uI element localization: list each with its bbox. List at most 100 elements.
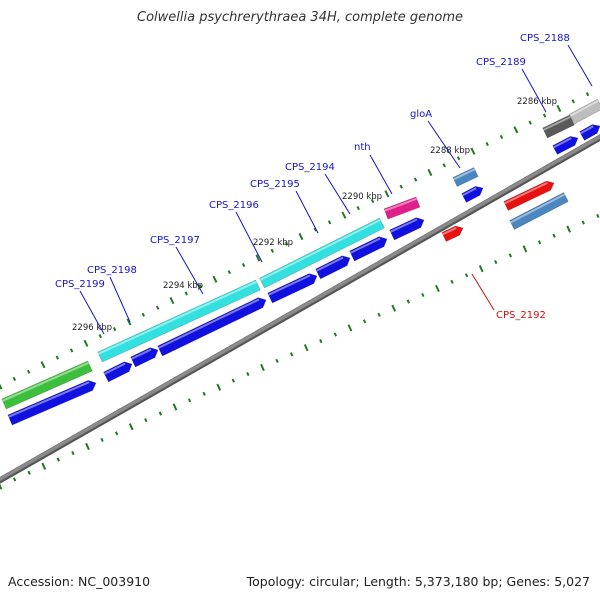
tick-mark bbox=[537, 240, 542, 245]
cds-6[interactable] bbox=[315, 255, 351, 280]
tick-mark bbox=[255, 254, 261, 262]
feature-red-large[interactable] bbox=[503, 180, 555, 211]
backbone-highlight bbox=[0, 134, 600, 482]
tick-mark bbox=[126, 318, 132, 326]
tick-mark bbox=[12, 477, 17, 482]
cds-5[interactable] bbox=[267, 273, 318, 304]
tick-mark bbox=[450, 279, 454, 284]
gene-label-cps-2189[interactable]: CPS_2189 bbox=[476, 57, 526, 68]
feature-tracks bbox=[1, 98, 600, 426]
tick-mark bbox=[566, 225, 572, 233]
cds-10[interactable] bbox=[552, 136, 579, 155]
gene-label-cps-2188[interactable]: CPS_2188 bbox=[520, 33, 570, 44]
leader-cps-2197 bbox=[175, 246, 204, 295]
tick-mark bbox=[40, 361, 46, 369]
tick-mark bbox=[128, 423, 134, 431]
tick-mark bbox=[270, 248, 274, 253]
tick-mark bbox=[115, 431, 119, 436]
tick-mark bbox=[478, 265, 484, 273]
cds-2[interactable] bbox=[103, 361, 133, 383]
tick-mark bbox=[399, 184, 403, 189]
tick-mark bbox=[413, 177, 418, 182]
scale-label-2286-kbp: 2286 kbp bbox=[517, 97, 557, 107]
feature-green[interactable] bbox=[1, 360, 93, 410]
feature-nth[interactable] bbox=[383, 196, 421, 220]
tick-mark bbox=[0, 483, 3, 490]
gene-label-gloa[interactable]: gloA bbox=[410, 109, 432, 120]
scale-label-2290-kbp: 2290 kbp bbox=[342, 192, 382, 202]
cds-9[interactable] bbox=[461, 186, 484, 203]
gene-label-cps-2198[interactable]: CPS_2198 bbox=[87, 265, 137, 276]
tick-mark bbox=[313, 227, 317, 232]
tick-mark bbox=[581, 220, 585, 225]
scale-label-2296-kbp: 2296 kbp bbox=[72, 323, 112, 333]
feature-cyan-2[interactable] bbox=[259, 217, 385, 289]
gene-labels: CPS_2199 CPS_2198 CPS_2197 CPS_2196 CPS_2195… bbox=[55, 33, 570, 321]
tick-mark bbox=[596, 213, 600, 219]
cds-1[interactable] bbox=[7, 379, 97, 426]
tick-mark bbox=[100, 437, 104, 442]
gene-label-cps-2195[interactable]: CPS_2195 bbox=[250, 179, 300, 190]
accession-label: Accession: NC_003910 bbox=[8, 574, 151, 589]
tick-mark bbox=[202, 391, 206, 396]
tick-mark bbox=[427, 168, 433, 177]
tick-mark bbox=[55, 355, 60, 360]
tick-mark bbox=[406, 299, 410, 304]
feature-cyan-1[interactable] bbox=[97, 279, 261, 363]
scale-labels: 2296 kbp 2294 kbp 2292 kbp 2290 kbp 2288 kbp… bbox=[72, 97, 557, 333]
leader-cps-2188 bbox=[567, 44, 593, 87]
tick-mark bbox=[260, 363, 265, 372]
tick-mark bbox=[456, 156, 461, 161]
gene-label-cps-2199[interactable]: CPS_2199 bbox=[55, 279, 105, 290]
leader-cps-2189 bbox=[521, 68, 547, 113]
leader-nth bbox=[369, 154, 393, 195]
tick-mark bbox=[27, 470, 31, 475]
cds-7[interactable] bbox=[349, 236, 388, 262]
tick-mark bbox=[522, 245, 528, 253]
tick-mark bbox=[172, 403, 178, 411]
gene-label-cps-2197[interactable]: CPS_2197 bbox=[150, 235, 200, 246]
tick-mark bbox=[528, 120, 532, 125]
tick-mark bbox=[85, 442, 90, 451]
cds-11[interactable] bbox=[579, 124, 600, 141]
feature-gray-dark[interactable] bbox=[542, 114, 575, 139]
cds-4[interactable] bbox=[157, 297, 267, 357]
leader-cps-2192 bbox=[471, 273, 495, 311]
leader-cps-2199 bbox=[79, 290, 105, 335]
cds-3[interactable] bbox=[130, 347, 159, 368]
tick-mark bbox=[542, 113, 547, 118]
tick-mark bbox=[83, 339, 89, 347]
map-title: Colwellia psychrerythraea 34H, complete … bbox=[137, 10, 463, 25]
feature-gloA[interactable] bbox=[452, 167, 479, 187]
cds-8[interactable] bbox=[389, 217, 425, 241]
tick-mark bbox=[341, 211, 347, 219]
tick-mark bbox=[347, 324, 353, 332]
tick-mark bbox=[485, 141, 489, 147]
tick-mark bbox=[384, 190, 390, 198]
genome-backbone bbox=[0, 134, 600, 484]
gene-label-cps-2192[interactable]: CPS_2192 bbox=[496, 310, 546, 321]
tick-mark bbox=[470, 147, 476, 155]
scale-label-2294-kbp: 2294 kbp bbox=[163, 281, 203, 291]
gene-label-cps-2196[interactable]: CPS_2196 bbox=[209, 200, 259, 211]
tick-mark bbox=[421, 292, 425, 298]
tick-mark bbox=[231, 378, 235, 383]
gene-label-cps-2194[interactable]: CPS_2194 bbox=[285, 162, 335, 173]
tick-mark bbox=[69, 348, 74, 353]
tick-mark bbox=[141, 312, 145, 317]
tick-mark bbox=[98, 334, 103, 339]
gene-label-nth[interactable]: nth bbox=[354, 142, 371, 153]
tick-mark bbox=[241, 262, 246, 268]
tick-mark bbox=[289, 352, 294, 357]
tick-mark bbox=[499, 134, 504, 139]
genome-summary: Topology: circular; Length: 5,373,180 bp… bbox=[246, 574, 590, 589]
tick-mark bbox=[319, 339, 323, 344]
feature-gray-light[interactable] bbox=[568, 98, 600, 125]
tick-mark bbox=[0, 383, 3, 390]
tick-mark bbox=[184, 291, 188, 296]
feature-steel[interactable] bbox=[509, 192, 569, 230]
tick-mark bbox=[12, 376, 17, 381]
tick-mark bbox=[377, 312, 381, 317]
feature-cps-2192[interactable] bbox=[441, 225, 464, 242]
